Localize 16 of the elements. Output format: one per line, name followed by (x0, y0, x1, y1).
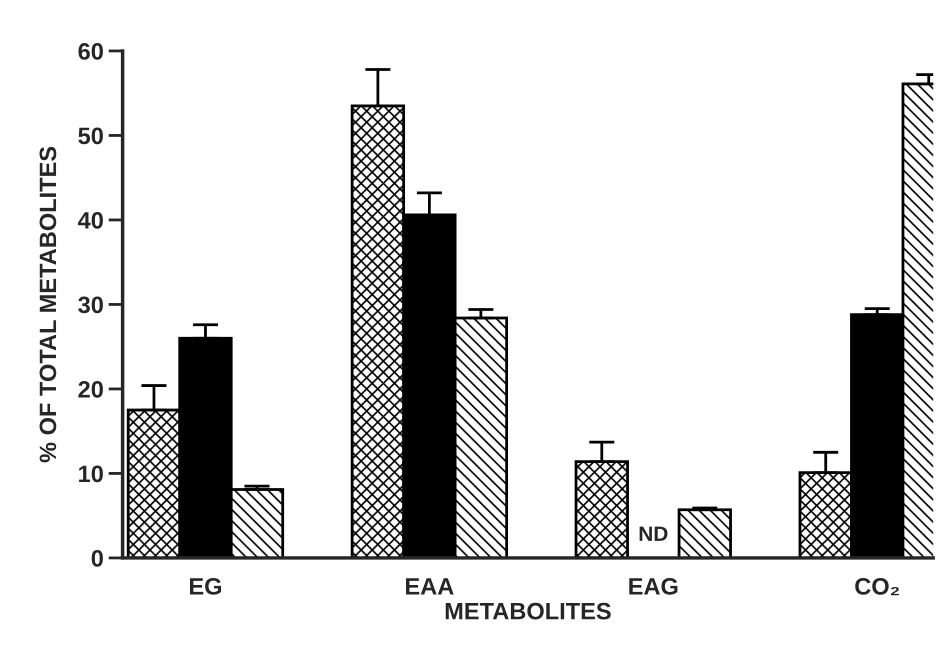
x-tick-label: EG (190, 578, 222, 595)
y-axis-title: % OF TOTAL METABOLITES (40, 146, 56, 462)
y-tick-label: 50 (78, 128, 103, 144)
bar (678, 508, 732, 558)
x-tick-label: CO₂ (855, 578, 899, 596)
y-tick-label: 30 (78, 296, 103, 314)
x-tick-label: EAA (406, 578, 454, 594)
y-tick-label: 10 (79, 466, 103, 482)
y-tick-label: 20 (78, 381, 103, 398)
bar (574, 460, 629, 558)
y-tick-label: 0 (92, 550, 103, 567)
annotation: ND (640, 526, 668, 541)
x-tick-label: EAG (629, 578, 678, 595)
y-tick-label: 40 (78, 212, 103, 229)
x-axis-title: METABOLITES (446, 602, 611, 620)
y-tick-label: 60 (78, 43, 103, 60)
